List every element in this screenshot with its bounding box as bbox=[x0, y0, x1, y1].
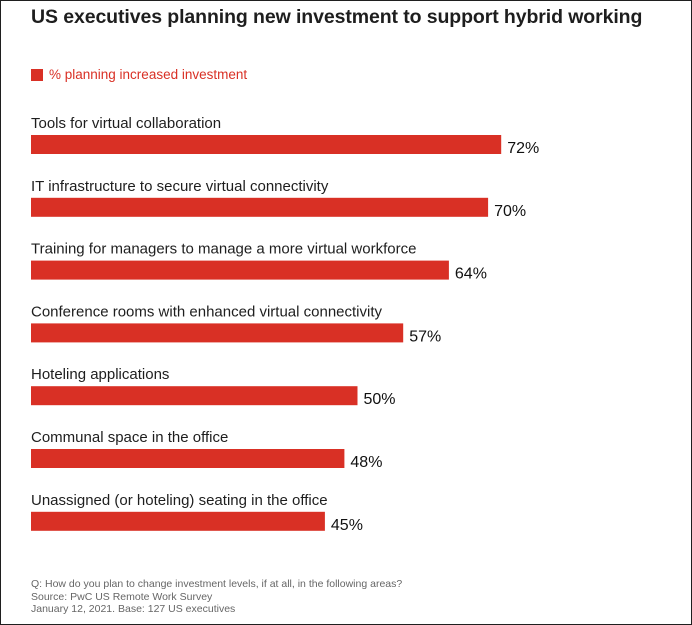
category-label: Communal space in the office bbox=[31, 429, 228, 446]
footnote-date-base: January 12, 2021. Base: 127 US executive… bbox=[31, 603, 236, 615]
value-label: 45% bbox=[331, 517, 363, 534]
bar bbox=[31, 449, 345, 468]
bar bbox=[31, 323, 404, 343]
bar bbox=[31, 135, 502, 154]
value-label: 72% bbox=[507, 140, 539, 157]
bar bbox=[31, 386, 358, 406]
value-label: 64% bbox=[455, 266, 487, 283]
legend-swatch bbox=[31, 68, 43, 81]
category-label: Training for managers to manage a more v… bbox=[31, 241, 416, 258]
legend-label: % planning increased investment bbox=[49, 67, 248, 82]
bar-chart: Tools for virtual collaboration 72% IT inf… bbox=[31, 115, 539, 534]
bar bbox=[31, 197, 489, 217]
category-label: Unassigned (or hoteling) seating in the … bbox=[31, 492, 328, 509]
footnote: Q: How do you plan to change investment … bbox=[31, 578, 402, 616]
footnote-question: Q: How do you plan to change investment … bbox=[31, 578, 403, 590]
legend: % planning increased investment bbox=[31, 67, 247, 82]
chart-title: US executives planning new investment to… bbox=[31, 6, 643, 28]
value-label: 50% bbox=[364, 391, 396, 408]
category-label: Tools for virtual collaboration bbox=[31, 115, 221, 132]
category-label: Hoteling applications bbox=[31, 366, 169, 383]
value-label: 57% bbox=[409, 328, 441, 345]
footnote-source: Source: PwC US Remote Work Survey bbox=[31, 590, 213, 603]
category-label: Conference rooms with enhanced virtual c… bbox=[31, 303, 383, 320]
bar bbox=[31, 511, 325, 531]
bar bbox=[31, 260, 449, 280]
value-label: 48% bbox=[350, 454, 382, 471]
value-label: 70% bbox=[494, 203, 526, 220]
category-label: IT infrastructure to secure virtual conn… bbox=[31, 178, 329, 195]
